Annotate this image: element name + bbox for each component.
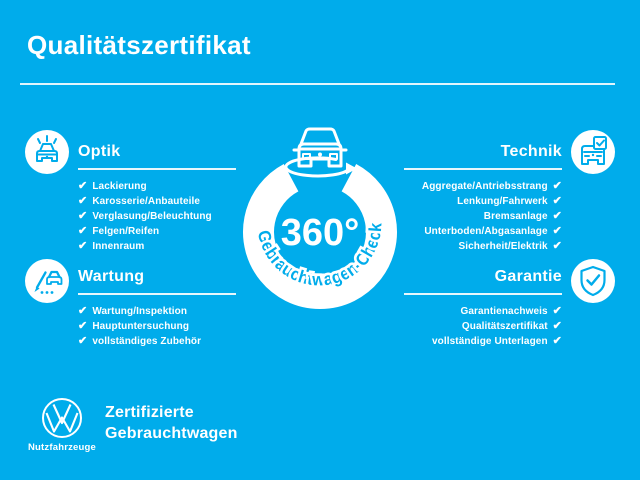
pencil-car-icon — [25, 259, 69, 303]
check-icon: ✔ — [78, 225, 88, 237]
check-icon: ✔ — [552, 335, 562, 347]
brand-label: Nutzfahrzeuge — [27, 442, 97, 453]
check-icon: ✔ — [78, 320, 88, 332]
list-item-label: Verglasung/Beleuchtung — [92, 211, 212, 222]
list-item-label: Wartung/Inspektion — [92, 306, 188, 317]
list-item: Unterboden/Abgasanlage ✔ — [404, 224, 562, 239]
check-icon: ✔ — [552, 195, 562, 207]
clean-car-icon — [25, 130, 69, 174]
tagline-line2: Gebrauchtwagen — [105, 425, 238, 442]
list-item: ✔ Innenraum — [78, 239, 236, 254]
section-divider — [404, 168, 562, 170]
rotation-arrowhead — [346, 162, 357, 175]
list-item-label: Lackierung — [92, 181, 147, 192]
list-item: ✔ Wartung/Inspektion — [78, 304, 236, 319]
check-icon: ✔ — [78, 305, 88, 317]
list-item: Garantienachweis ✔ — [404, 304, 562, 319]
check-icon: ✔ — [552, 210, 562, 222]
tagline-line1: Zertifizierte — [105, 404, 194, 421]
check-icon: ✔ — [78, 240, 88, 252]
list-item-label: Unterboden/Abgasanlage — [424, 226, 548, 237]
page-title: Qualitätszertifikat — [27, 30, 251, 60]
list-item-label: Felgen/Reifen — [92, 226, 160, 237]
list-item: Bremsanlage ✔ — [404, 209, 562, 224]
shield-check-icon — [571, 259, 615, 303]
list-item: ✔ Hauptuntersuchung — [78, 319, 236, 334]
list-item: vollständige Unterlagen ✔ — [404, 334, 562, 349]
list-item: Aggregate/Antriebsstrang ✔ — [404, 179, 562, 194]
list-item-label: Qualitätszertifikat — [461, 321, 548, 332]
list-item-label: Lenkung/Fahrwerk — [457, 196, 548, 207]
section-garantie-title: Garantie — [494, 268, 562, 285]
list-item: Lenkung/Fahrwerk ✔ — [404, 194, 562, 209]
section-technik: Technik Aggregate/Antriebsstrang ✔ Lenkun… — [404, 142, 562, 254]
ring-arc — [243, 164, 397, 309]
list-item-label: Bremsanlage — [483, 211, 548, 222]
vw-logo-icon — [40, 396, 84, 440]
van-checklist-icon — [571, 130, 615, 174]
list-item-label: Karosserie/Anbauteile — [92, 196, 201, 207]
check-icon: ✔ — [78, 335, 88, 347]
check-icon: ✔ — [552, 225, 562, 237]
title-divider — [20, 83, 615, 85]
list-item: ✔ Karosserie/Anbauteile — [78, 194, 236, 209]
list-item-label: Sicherheit/Elektrik — [458, 241, 548, 252]
list-item-label: Innenraum — [92, 241, 145, 252]
list-item-label: Garantienachweis — [460, 306, 548, 317]
section-garantie: Garantie Garantienachweis ✔ Qualitätszert… — [404, 267, 562, 349]
list-item-label: vollständiges Zubehör — [92, 336, 202, 347]
check-icon: ✔ — [78, 210, 88, 222]
check-icon: ✔ — [552, 320, 562, 332]
section-divider — [78, 168, 236, 170]
badge-value: 360° — [281, 212, 360, 254]
check-icon: ✔ — [552, 305, 562, 317]
list-item: Qualitätszertifikat ✔ — [404, 319, 562, 334]
tagline: Zertifizierte Gebrauchtwagen — [105, 402, 238, 444]
list-item: ✔ Verglasung/Beleuchtung — [78, 209, 236, 224]
section-divider — [404, 293, 562, 295]
list-item: ✔ vollständiges Zubehör — [78, 334, 236, 349]
section-divider — [78, 293, 236, 295]
section-wartung-title: Wartung — [78, 268, 145, 285]
check-icon: ✔ — [552, 240, 562, 252]
list-item-label: Aggregate/Antriebsstrang — [421, 181, 548, 192]
check-icon: ✔ — [78, 180, 88, 192]
check-icon: ✔ — [78, 195, 88, 207]
section-technik-title: Technik — [500, 143, 562, 160]
list-item: ✔ Lackierung — [78, 179, 236, 194]
list-item: Sicherheit/Elektrik ✔ — [404, 239, 562, 254]
check-icon: ✔ — [552, 180, 562, 192]
van-rotation-icon — [284, 127, 351, 178]
list-item: ✔ Felgen/Reifen — [78, 224, 236, 239]
section-optik: Optik ✔ Lackierung ✔ Karosserie/Anbauteile… — [78, 142, 236, 254]
list-item-label: vollständige Unterlagen — [432, 336, 548, 347]
list-item-label: Hauptuntersuchung — [92, 321, 190, 332]
section-wartung: Wartung ✔ Wartung/Inspektion ✔ Hauptunters… — [78, 267, 236, 349]
section-optik-title: Optik — [78, 143, 121, 160]
360-check-badge: 360° Gebrauchtwagen-Check — [220, 98, 420, 333]
